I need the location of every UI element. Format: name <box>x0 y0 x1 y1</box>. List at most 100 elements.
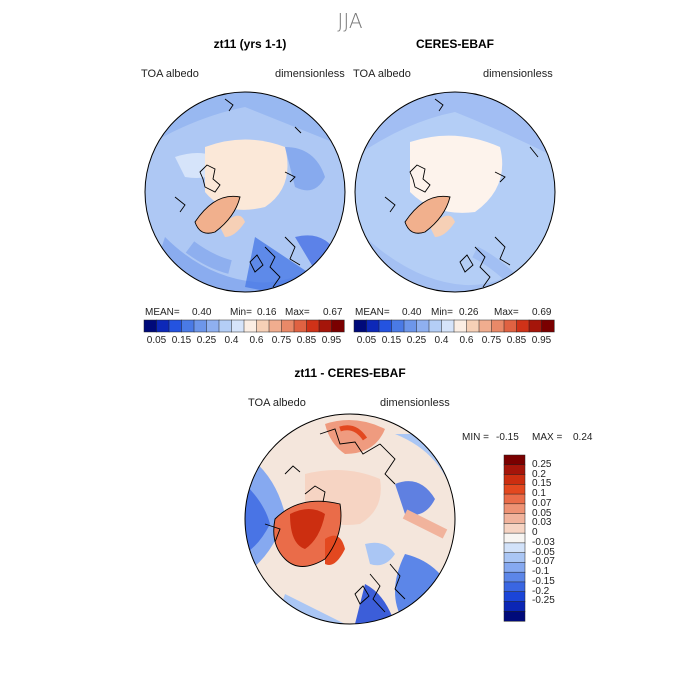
colorbar-swatch <box>268 319 283 333</box>
colorbar-swatch <box>441 319 455 333</box>
colorbar-swatch <box>231 319 245 333</box>
colorbar-swatch <box>503 474 526 485</box>
colorbar-tick-label: -0.1 <box>532 566 550 578</box>
colorbar-tick-label: 0.2 <box>532 468 546 480</box>
colorbar-swatch <box>428 319 443 333</box>
colorbar-swatch <box>143 319 158 333</box>
colorbar-tick-label: 0.25 <box>532 458 552 470</box>
panel2-mean-value: 0.40 <box>402 307 422 318</box>
colorbar-tick-label: 0 <box>532 527 538 539</box>
colorbar-swatch <box>156 319 170 333</box>
panel2-min-value: 0.26 <box>459 307 479 318</box>
diff-max-label: MAX = <box>532 432 563 443</box>
colorbar-tick-label: 0.05 <box>532 507 552 519</box>
colorbar-swatch <box>503 601 526 612</box>
panel1-mean-value: 0.40 <box>192 307 212 318</box>
colorbar-swatch <box>453 319 468 333</box>
colorbar-tick-label: 0.05 <box>146 335 167 346</box>
panel2-units-label: dimensionless <box>483 68 553 80</box>
colorbar-swatch <box>503 610 526 622</box>
panel1-map <box>144 91 346 293</box>
colorbar-swatch <box>503 484 526 495</box>
colorbar-swatch <box>503 552 526 563</box>
colorbar-swatch <box>331 319 345 333</box>
colorbar-tick-label: 0.4 <box>434 335 449 346</box>
colorbar-tick-label: -0.07 <box>532 556 555 568</box>
panel1-variable-label: TOA albedo <box>141 68 199 80</box>
colorbar-tick-label: 0.15 <box>532 478 552 490</box>
colorbar-swatch <box>181 319 195 333</box>
panel2-variable-label: TOA albedo <box>353 68 411 80</box>
colorbar-swatch <box>306 319 320 333</box>
figure-title: JJA <box>337 9 363 33</box>
colorbar-tick-label: 0.85 <box>296 335 317 346</box>
colorbar-swatch <box>503 591 526 603</box>
diff-colorbar <box>503 454 526 622</box>
colorbar-swatch <box>206 319 220 333</box>
panel2-max-label: Max= <box>494 307 519 318</box>
colorbar-swatch <box>503 581 526 593</box>
colorbar-swatch <box>491 319 505 333</box>
colorbar-tick-label: 0.4 <box>224 335 239 346</box>
colorbar-swatch <box>528 319 543 333</box>
colorbar-tick-label: 0.15 <box>381 335 402 346</box>
colorbar-swatch <box>503 493 526 505</box>
colorbar-swatch <box>353 319 368 333</box>
colorbar-tick-label: 0.15 <box>171 335 192 346</box>
colorbar-swatch <box>391 319 405 333</box>
colorbar-tick-label: 0.1 <box>532 488 546 500</box>
colorbar-tick-label: 0.75 <box>271 335 292 346</box>
panel1-max-label: Max= <box>285 307 310 318</box>
colorbar-swatch <box>503 464 526 476</box>
panel2-colorbar <box>353 319 555 333</box>
diff-min-label: MIN = <box>462 432 489 443</box>
panel2-title: CERES-EBAF <box>415 37 494 51</box>
colorbar-swatch <box>503 532 526 544</box>
colorbar-swatch <box>403 319 418 333</box>
colorbar-swatch <box>378 319 393 333</box>
colorbar-swatch <box>478 319 493 333</box>
colorbar-tick-label: 0.6 <box>459 335 474 346</box>
colorbar-swatch <box>503 542 526 554</box>
colorbar-swatch <box>503 571 526 583</box>
colorbar-swatch <box>503 319 518 333</box>
colorbar-swatch <box>366 319 380 333</box>
colorbar-swatch <box>503 562 526 573</box>
diff-variable-label: TOA albedo <box>248 397 306 409</box>
colorbar-swatch <box>503 513 526 524</box>
colorbar-tick-label: 0.75 <box>481 335 502 346</box>
diff-max-value: 0.24 <box>573 432 593 443</box>
colorbar-tick-label: -0.25 <box>532 595 555 607</box>
diff-map <box>244 413 456 625</box>
colorbar-swatch <box>256 319 270 333</box>
colorbar-swatch <box>541 319 555 333</box>
colorbar-swatch <box>168 319 183 333</box>
colorbar-tick-label: -0.15 <box>532 575 555 587</box>
colorbar-swatch <box>318 319 333 333</box>
panel2-mean-label: MEAN= <box>355 307 390 318</box>
panel1-max-value: 0.67 <box>323 307 343 318</box>
panel2-max-value: 0.69 <box>532 307 552 318</box>
colorbar-swatch <box>218 319 233 333</box>
colorbar-swatch <box>516 319 530 333</box>
colorbar-tick-label: 0.6 <box>249 335 264 346</box>
colorbar-swatch <box>243 319 258 333</box>
diff-min-value: -0.15 <box>496 432 519 443</box>
colorbar-tick-label: 0.03 <box>532 517 552 529</box>
colorbar-tick-label: 0.95 <box>321 335 342 346</box>
diff-units-label: dimensionless <box>380 397 450 409</box>
panel1-colorbar <box>143 319 345 333</box>
colorbar-swatch <box>293 319 308 333</box>
colorbar-swatch <box>281 319 295 333</box>
colorbar-swatch <box>503 503 526 515</box>
colorbar-tick-label: -0.05 <box>532 546 555 558</box>
panel1-mean-label: MEAN= <box>145 307 180 318</box>
panel2-map <box>354 91 556 293</box>
colorbar-tick-label: -0.2 <box>532 585 550 597</box>
panel1-min-value: 0.16 <box>257 307 277 318</box>
colorbar-tick-label: 0.07 <box>532 497 552 509</box>
panel2-min-label: Min= <box>431 307 453 318</box>
panel1-title: zt11 (yrs 1-1) <box>213 37 287 51</box>
panel1-units-label: dimensionless <box>275 68 345 80</box>
colorbar-swatch <box>466 319 480 333</box>
